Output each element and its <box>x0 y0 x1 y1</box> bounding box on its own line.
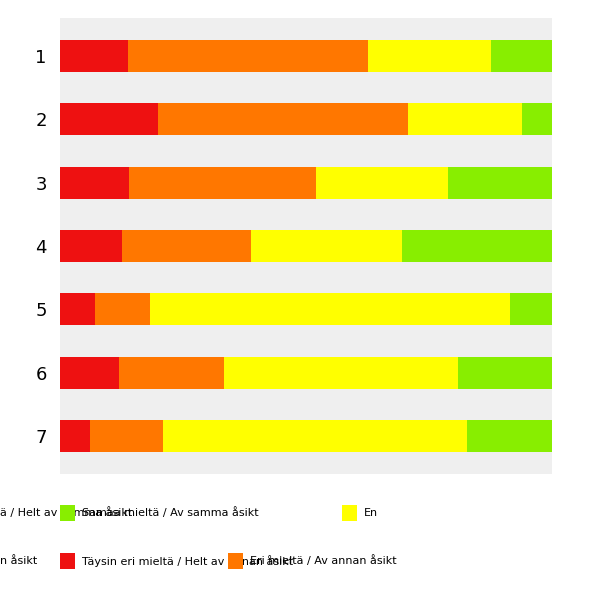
Bar <box>401 230 552 262</box>
Text: ä / Helt av samma åsikt: ä / Helt av samma åsikt <box>0 508 132 518</box>
Bar <box>316 167 448 199</box>
Bar <box>121 230 251 262</box>
Text: Samaa mieltä / Av samma åsikt: Samaa mieltä / Av samma åsikt <box>82 508 259 518</box>
Bar <box>522 103 552 135</box>
Bar <box>119 357 224 389</box>
Bar <box>91 420 163 452</box>
Text: Täysin eri mieltä / Helt av annan åsikt: Täysin eri mieltä / Helt av annan åsikt <box>82 555 293 567</box>
Bar <box>448 167 552 199</box>
Bar <box>467 420 552 452</box>
Bar <box>60 167 129 199</box>
Bar <box>60 293 95 325</box>
Bar <box>60 420 91 452</box>
Bar <box>129 167 316 199</box>
Text: En: En <box>364 508 379 518</box>
Bar <box>224 357 458 389</box>
Bar <box>150 293 511 325</box>
Bar <box>60 230 121 262</box>
Bar <box>511 293 552 325</box>
Bar <box>128 40 367 72</box>
Bar <box>367 40 491 72</box>
Bar <box>158 103 408 135</box>
Bar <box>95 293 150 325</box>
Bar <box>408 103 522 135</box>
Bar <box>60 40 128 72</box>
Bar <box>60 103 158 135</box>
Bar <box>163 420 467 452</box>
Text: n åsikt: n åsikt <box>0 556 37 566</box>
Bar <box>60 357 119 389</box>
Bar <box>251 230 401 262</box>
Text: Eri mieltä / Av annan åsikt: Eri mieltä / Av annan åsikt <box>250 556 397 566</box>
Bar <box>458 357 552 389</box>
Bar <box>491 40 552 72</box>
